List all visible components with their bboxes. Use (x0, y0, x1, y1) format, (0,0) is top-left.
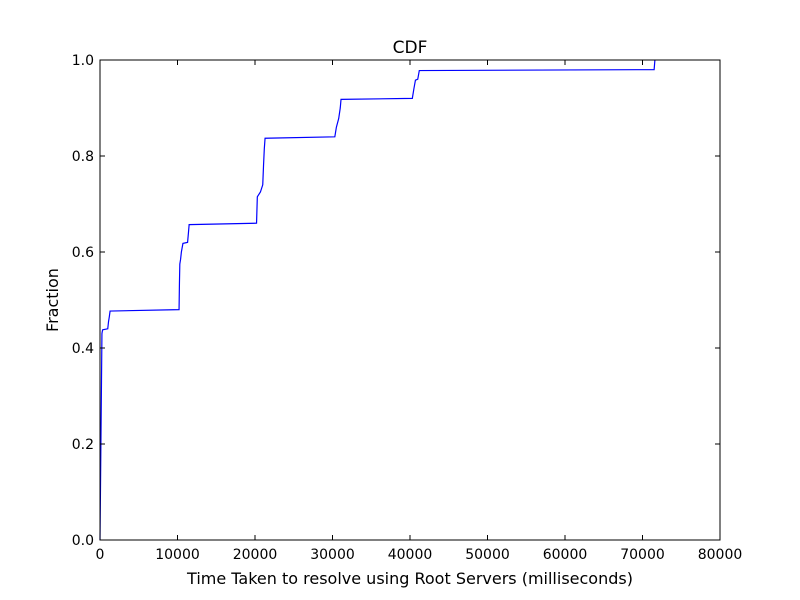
x-tick-label: 60000 (543, 547, 588, 563)
chart-title: CDF (393, 38, 428, 58)
y-tick-label: 0.2 (72, 437, 94, 453)
plot-frame (99, 59, 721, 541)
x-axis-title: Time Taken to resolve using Root Servers… (186, 569, 633, 588)
y-tick-label: 0.0 (72, 533, 94, 549)
x-tick-label: 50000 (465, 547, 510, 563)
y-tick-label: 0.4 (72, 341, 94, 357)
y-tick-label: 1.0 (72, 53, 94, 69)
x-tick-label: 10000 (155, 547, 200, 563)
x-tick-label: 20000 (233, 547, 278, 563)
y-axis-title: Fraction (43, 268, 62, 332)
y-tick-label: 0.8 (72, 149, 94, 165)
x-tick-label: 0 (96, 547, 105, 563)
x-tick-label: 40000 (388, 547, 433, 563)
x-tick-label: 30000 (310, 547, 355, 563)
cdf-series-line (99, 59, 656, 541)
x-tick-label: 80000 (698, 547, 743, 563)
x-tick-label: 70000 (620, 547, 665, 563)
y-tick-label: 0.6 (72, 245, 94, 261)
